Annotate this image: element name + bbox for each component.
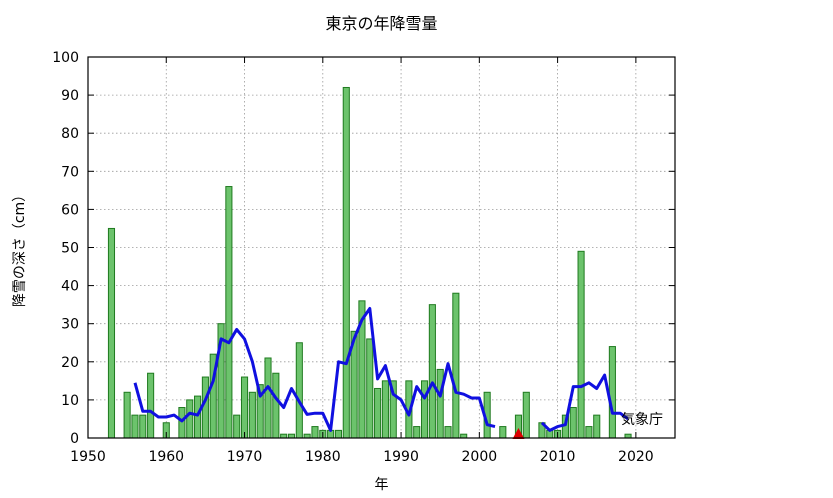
y-tick-label: 0 bbox=[70, 431, 79, 447]
x-tick-label: 2000 bbox=[462, 449, 498, 465]
bar bbox=[311, 426, 319, 439]
y-tick-label: 100 bbox=[52, 50, 79, 66]
x-tick-label: 2020 bbox=[618, 449, 654, 465]
x-tick-label: 1950 bbox=[70, 449, 106, 465]
bar bbox=[436, 368, 444, 439]
bar bbox=[201, 376, 209, 439]
y-tick-label: 70 bbox=[61, 164, 79, 180]
ticks: 0 10 20 30 40 50 60 70 80 90 100 1950 1960 1970 1980 19… bbox=[52, 50, 675, 465]
marker-triangle bbox=[512, 428, 525, 439]
chart-title: 東京の年降雪量 bbox=[325, 14, 437, 33]
bar bbox=[374, 387, 382, 439]
bar bbox=[499, 426, 507, 439]
bar bbox=[240, 376, 249, 439]
bar bbox=[264, 357, 272, 439]
bar bbox=[194, 395, 202, 439]
bar bbox=[342, 86, 350, 439]
bar bbox=[428, 304, 436, 439]
bar bbox=[585, 426, 593, 439]
bar bbox=[577, 250, 585, 439]
markers bbox=[512, 428, 525, 439]
bar bbox=[295, 342, 303, 439]
line-segment bbox=[540, 373, 629, 432]
x-tick-label: 1990 bbox=[383, 449, 419, 465]
credit-label: 気象庁 bbox=[621, 412, 663, 428]
moving-average bbox=[133, 307, 629, 432]
bar bbox=[366, 338, 374, 439]
line-segment bbox=[133, 307, 496, 432]
y-tick-label: 90 bbox=[61, 88, 79, 104]
y-tick-label: 80 bbox=[61, 126, 79, 142]
bar bbox=[593, 414, 601, 439]
bar bbox=[413, 426, 421, 439]
x-tick-label: 1980 bbox=[305, 449, 341, 465]
bar bbox=[131, 414, 139, 439]
grid bbox=[88, 57, 675, 438]
y-tick-label: 30 bbox=[61, 317, 79, 333]
bar bbox=[381, 380, 389, 439]
bar bbox=[272, 372, 280, 439]
bar bbox=[186, 399, 194, 439]
bar bbox=[147, 372, 155, 439]
bar bbox=[139, 414, 147, 439]
bar bbox=[334, 429, 343, 439]
y-tick-label: 60 bbox=[61, 202, 79, 218]
y-tick-label: 20 bbox=[61, 355, 79, 371]
bar bbox=[233, 414, 241, 439]
bar bbox=[123, 391, 131, 439]
bar bbox=[608, 346, 616, 439]
bar bbox=[522, 391, 530, 439]
bar bbox=[107, 227, 116, 439]
x-axis-label: 年 bbox=[375, 477, 389, 493]
bar bbox=[225, 186, 233, 439]
y-tick-label: 40 bbox=[61, 279, 79, 295]
bar bbox=[444, 426, 452, 439]
y-tick-label: 10 bbox=[61, 393, 79, 409]
x-tick-label: 2010 bbox=[540, 449, 576, 465]
x-tick-label: 1960 bbox=[148, 449, 184, 465]
bars bbox=[107, 86, 632, 439]
bar bbox=[452, 292, 460, 439]
bar bbox=[248, 391, 256, 439]
y-axis-label: 降雪の深さ（cm） bbox=[12, 188, 28, 307]
x-tick-label: 1970 bbox=[227, 449, 263, 465]
bar bbox=[420, 380, 429, 439]
y-tick-label: 50 bbox=[61, 241, 79, 257]
bar bbox=[569, 407, 577, 439]
bar bbox=[178, 407, 186, 439]
